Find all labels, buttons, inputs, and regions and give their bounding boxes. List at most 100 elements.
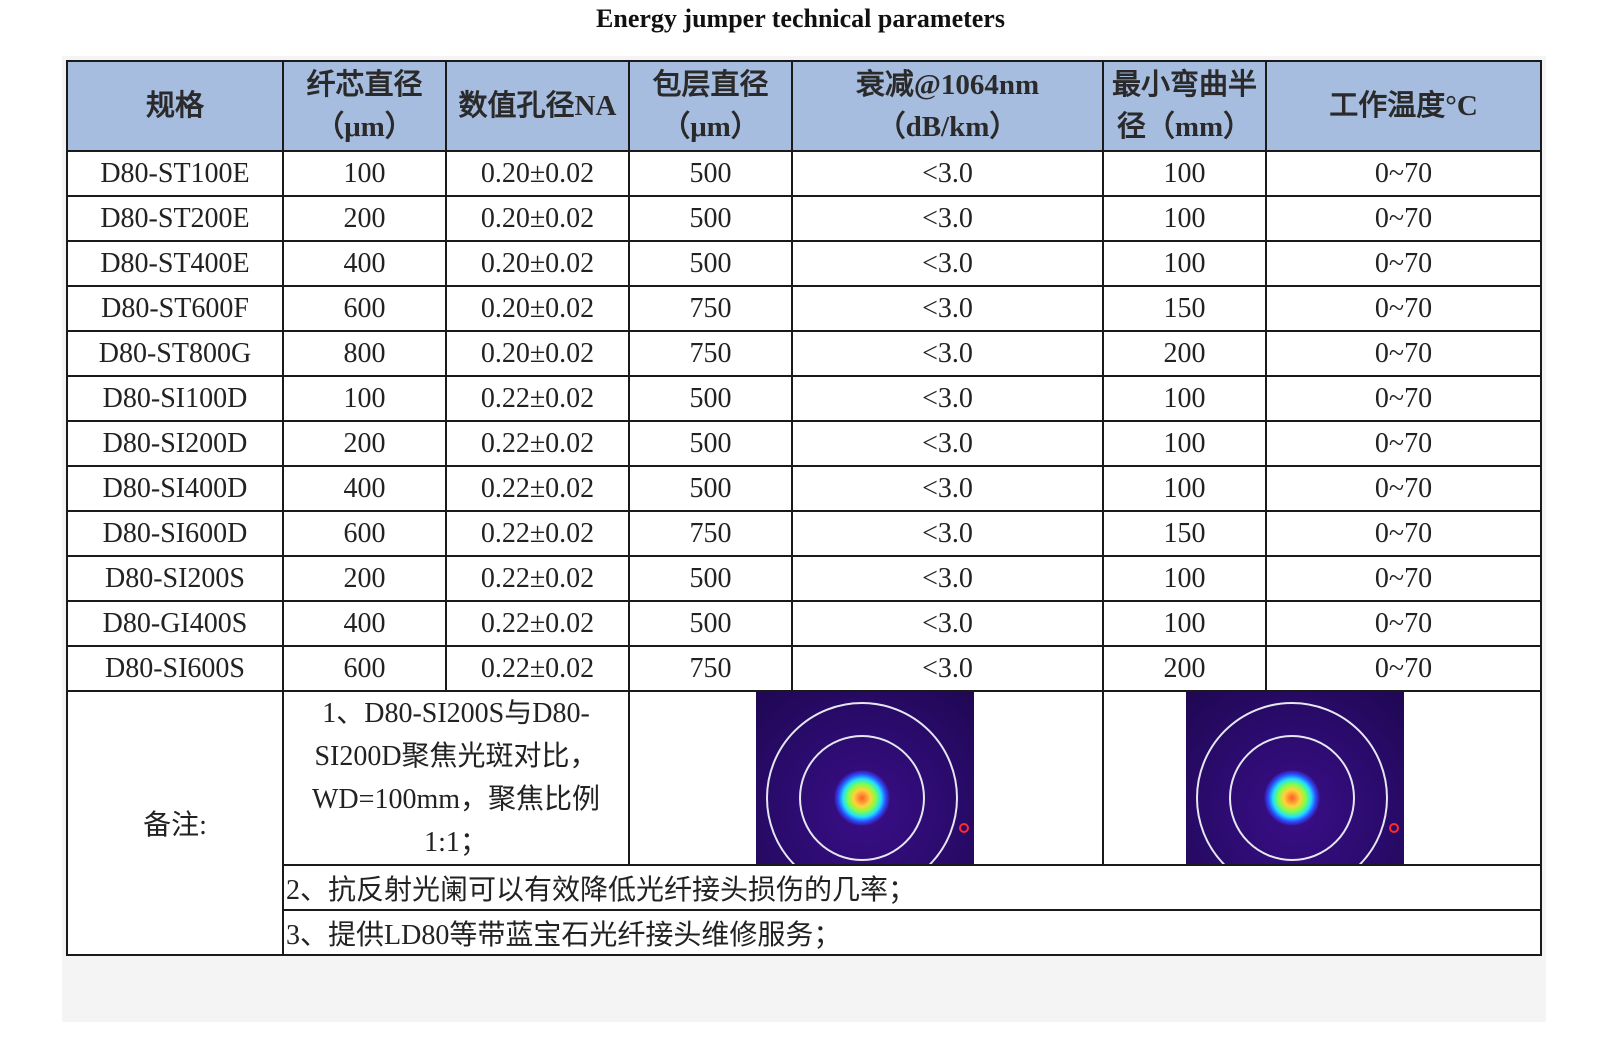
note-2-text: 2、抗反射光阑可以有效降低光纤接头损伤的几率； [282, 864, 1542, 911]
cell-attenuation: <3.0 [791, 510, 1104, 557]
cell-cladding: 500 [628, 150, 793, 197]
table-row: D80-ST200E 200 0.20±0.02 500 <3.0 100 0~70 [66, 195, 1542, 242]
cell-bend: 100 [1102, 600, 1267, 647]
cell-bend: 100 [1102, 375, 1267, 422]
cell-cladding: 500 [628, 195, 793, 242]
cell-spec: D80-SI100D [66, 375, 284, 422]
cell-bend: 100 [1102, 195, 1267, 242]
cell-spec: D80-ST400E [66, 240, 284, 287]
cell-bend: 100 [1102, 420, 1267, 467]
focus-spot-icon [1196, 702, 1399, 863]
cell-cladding: 500 [628, 465, 793, 512]
cell-temp: 0~70 [1265, 420, 1542, 467]
cell-cladding: 500 [628, 420, 793, 467]
cell-bend: 200 [1102, 645, 1267, 692]
notes-row: 备注: 1、D80-SI200S与D80- SI200D聚焦光斑对比， WD=100… [66, 690, 1542, 956]
cell-temp: 0~70 [1265, 510, 1542, 557]
table-row: D80-SI600D 600 0.22±0.02 750 <3.0 150 0~70 [66, 510, 1542, 557]
table-row: D80-ST100E 100 0.20±0.02 500 <3.0 100 0~70 [66, 150, 1542, 197]
cell-core: 800 [282, 330, 447, 377]
table-row: D80-ST400E 400 0.20±0.02 500 <3.0 100 0~70 [66, 240, 1542, 287]
table-row: D80-SI400D 400 0.22±0.02 500 <3.0 100 0~70 [66, 465, 1542, 512]
cell-na: 0.22±0.02 [445, 510, 630, 557]
cell-attenuation: <3.0 [791, 150, 1104, 197]
cell-core: 200 [282, 420, 447, 467]
cell-spec: D80-SI400D [66, 465, 284, 512]
cell-cladding: 500 [628, 375, 793, 422]
cell-attenuation: <3.0 [791, 330, 1104, 377]
cell-attenuation: <3.0 [791, 240, 1104, 287]
focus-spot-image-left [756, 693, 974, 863]
cell-temp: 0~70 [1265, 375, 1542, 422]
spot-image-cell-left [628, 690, 1104, 866]
cell-core: 600 [282, 510, 447, 557]
notes-row: 3、提供LD80等带蓝宝石光纤接头维修服务； [67, 909, 1542, 956]
cell-na: 0.22±0.02 [445, 465, 630, 512]
cell-spec: D80-ST600F [66, 285, 284, 332]
header-core-diameter: 纤芯直径 （μm） [282, 60, 447, 152]
cell-na: 0.22±0.02 [445, 600, 630, 647]
cell-na: 0.22±0.02 [445, 555, 630, 602]
cell-temp: 0~70 [1265, 240, 1542, 287]
cell-cladding: 500 [628, 240, 793, 287]
header-operating-temp: 工作温度°C [1265, 60, 1542, 152]
cell-temp: 0~70 [1265, 600, 1542, 647]
cell-core: 400 [282, 600, 447, 647]
notes-row: 2、抗反射光阑可以有效降低光纤接头损伤的几率； [67, 864, 1542, 911]
cell-spec: D80-SI600D [66, 510, 284, 557]
header-min-bend-radius: 最小弯曲半 径（mm） [1102, 60, 1267, 152]
header-attenuation: 衰减@1064nm （dB/km） [791, 60, 1104, 152]
cell-temp: 0~70 [1265, 150, 1542, 197]
cell-attenuation: <3.0 [791, 285, 1104, 332]
cell-cladding: 750 [628, 285, 793, 332]
cell-bend: 200 [1102, 330, 1267, 377]
cell-attenuation: <3.0 [791, 645, 1104, 692]
cell-temp: 0~70 [1265, 465, 1542, 512]
cell-bend: 100 [1102, 555, 1267, 602]
cell-temp: 0~70 [1265, 195, 1542, 242]
cell-attenuation: <3.0 [791, 600, 1104, 647]
cell-attenuation: <3.0 [791, 465, 1104, 512]
cell-bend: 100 [1102, 465, 1267, 512]
cell-temp: 0~70 [1265, 330, 1542, 377]
cell-na: 0.20±0.02 [445, 285, 630, 332]
table-row: D80-ST800G 800 0.20±0.02 750 <3.0 200 0~70 [66, 330, 1542, 377]
cell-bend: 100 [1102, 150, 1267, 197]
note-1-text: 1、D80-SI200S与D80- SI200D聚焦光斑对比， WD=100mm，聚… [282, 690, 630, 866]
page-title: Energy jumper technical parameters [596, 4, 1005, 33]
table-row: D80-SI100D 100 0.22±0.02 500 <3.0 100 0~70 [66, 375, 1542, 422]
table-row: D80-GI400S 400 0.22±0.02 500 <3.0 100 0~70 [66, 600, 1542, 647]
cell-spec: D80-ST100E [66, 150, 284, 197]
cell-core: 600 [282, 285, 447, 332]
cell-spec: D80-ST200E [66, 195, 284, 242]
focus-spot-icon [766, 702, 969, 863]
spec-table: 规格 纤芯直径 （μm） 数值孔径NA 包层直径 （μm） 衰减@1064nm （dB… [66, 60, 1542, 956]
cell-core: 200 [282, 195, 447, 242]
spec-table-container: 规格 纤芯直径 （μm） 数值孔径NA 包层直径 （μm） 衰减@1064nm （dB… [62, 56, 1546, 1022]
cell-core: 100 [282, 150, 447, 197]
cell-cladding: 500 [628, 600, 793, 647]
cell-spec: D80-ST800G [66, 330, 284, 377]
table-row: D80-SI200S 200 0.22±0.02 500 <3.0 100 0~70 [66, 555, 1542, 602]
cell-na: 0.20±0.02 [445, 330, 630, 377]
cell-cladding: 750 [628, 510, 793, 557]
cell-spec: D80-GI400S [66, 600, 284, 647]
cell-na: 0.22±0.02 [445, 375, 630, 422]
cell-na: 0.20±0.02 [445, 195, 630, 242]
notes-label: 备注: [66, 690, 284, 956]
cell-attenuation: <3.0 [791, 420, 1104, 467]
cell-temp: 0~70 [1265, 645, 1542, 692]
cell-na: 0.22±0.02 [445, 645, 630, 692]
table-header-row: 规格 纤芯直径 （μm） 数值孔径NA 包层直径 （μm） 衰减@1064nm （dB… [66, 60, 1542, 152]
header-numerical-aperture: 数值孔径NA [445, 60, 630, 152]
cell-na: 0.22±0.02 [445, 420, 630, 467]
cell-core: 400 [282, 240, 447, 287]
cell-core: 100 [282, 375, 447, 422]
cell-spec: D80-SI200D [66, 420, 284, 467]
cell-attenuation: <3.0 [791, 195, 1104, 242]
table-row: D80-SI600S 600 0.22±0.02 750 <3.0 200 0~70 [66, 645, 1542, 692]
cell-core: 600 [282, 645, 447, 692]
cell-cladding: 500 [628, 555, 793, 602]
cell-spec: D80-SI200S [66, 555, 284, 602]
cell-core: 200 [282, 555, 447, 602]
